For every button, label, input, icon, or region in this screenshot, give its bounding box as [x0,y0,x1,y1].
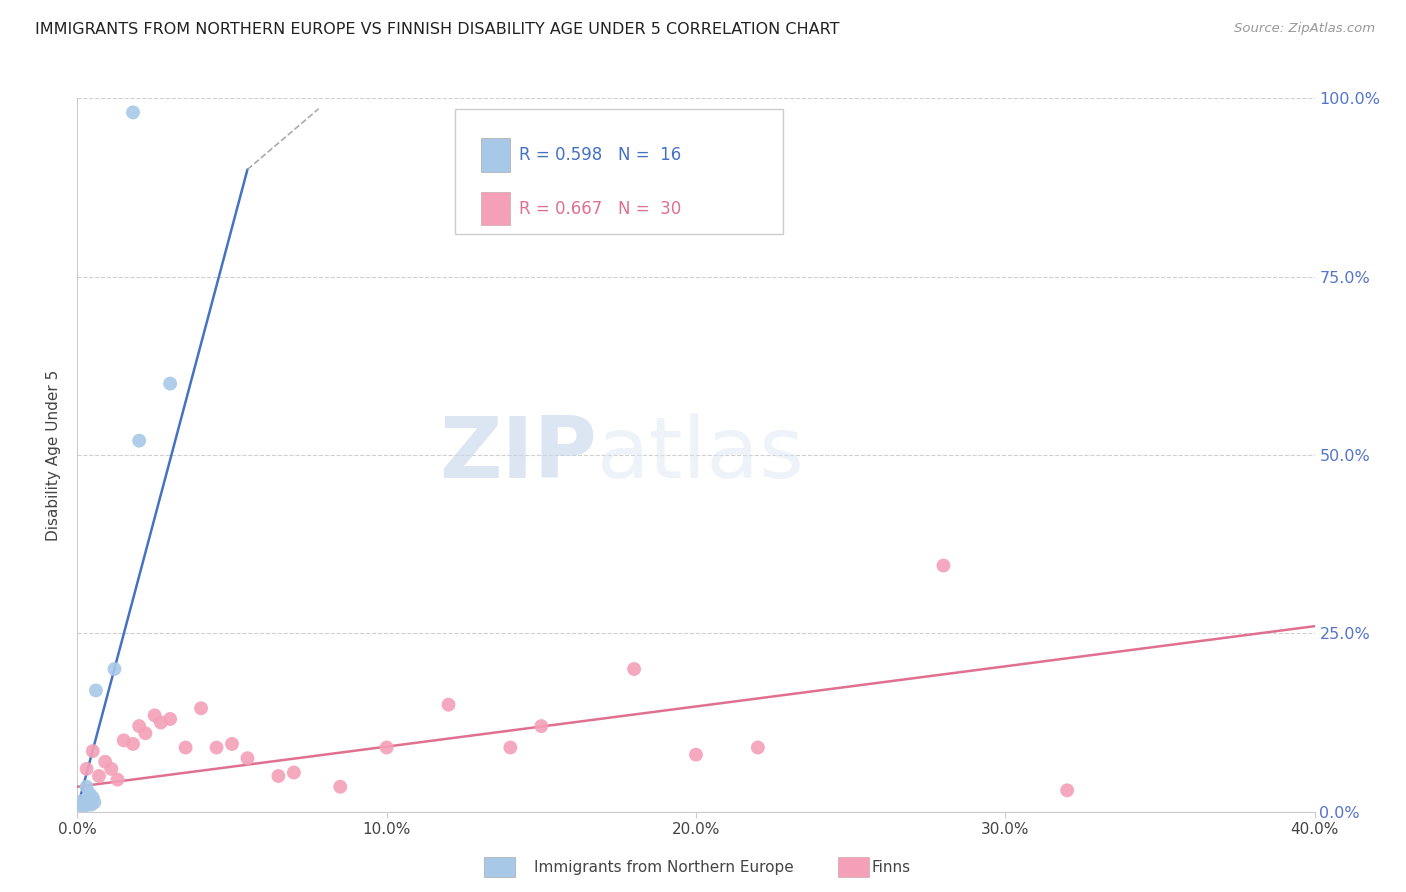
Point [623,662,645,676]
Text: R = 0.667   N =  30: R = 0.667 N = 30 [519,200,682,218]
Point [149,715,172,730]
Point [122,737,145,751]
Text: ZIP: ZIP [439,413,598,497]
Point [932,558,955,573]
FancyBboxPatch shape [481,138,510,172]
Text: Finns: Finns [872,860,911,874]
Point [128,719,150,733]
Y-axis label: Disability Age Under 5: Disability Age Under 5 [46,369,62,541]
Point [70,794,93,808]
Point [76,762,98,776]
FancyBboxPatch shape [454,109,783,234]
Text: Immigrants from Northern Europe: Immigrants from Northern Europe [534,860,794,874]
Point [94,755,117,769]
Point [79,787,101,801]
Point [77,794,100,808]
Point [499,740,522,755]
Point [1056,783,1078,797]
Point [83,796,105,810]
Point [283,765,305,780]
Text: R = 0.598   N =  16: R = 0.598 N = 16 [519,146,682,164]
Point [122,105,145,120]
Point [107,772,129,787]
Point [112,733,135,747]
Point [159,376,181,391]
Point [82,790,104,805]
Point [84,683,107,698]
Text: Source: ZipAtlas.com: Source: ZipAtlas.com [1234,22,1375,36]
Point [267,769,290,783]
Point [82,744,104,758]
Point [134,726,156,740]
Point [205,740,228,755]
Point [375,740,398,755]
Point [747,740,769,755]
Point [174,740,197,755]
Point [69,797,91,812]
Point [73,796,96,810]
Point [76,780,98,794]
Point [75,798,97,813]
Point [72,799,94,814]
Point [143,708,166,723]
Point [437,698,460,712]
Point [159,712,181,726]
Point [87,769,110,783]
Point [329,780,352,794]
Text: atlas: atlas [598,413,806,497]
Point [221,737,243,751]
Point [530,719,553,733]
Point [128,434,150,448]
Point [685,747,707,762]
Point [190,701,212,715]
Point [103,662,125,676]
FancyBboxPatch shape [481,192,510,226]
Text: IMMIGRANTS FROM NORTHERN EUROPE VS FINNISH DISABILITY AGE UNDER 5 CORRELATION CH: IMMIGRANTS FROM NORTHERN EUROPE VS FINNI… [35,22,839,37]
Point [100,762,122,776]
Point [80,797,103,812]
Point [236,751,259,765]
